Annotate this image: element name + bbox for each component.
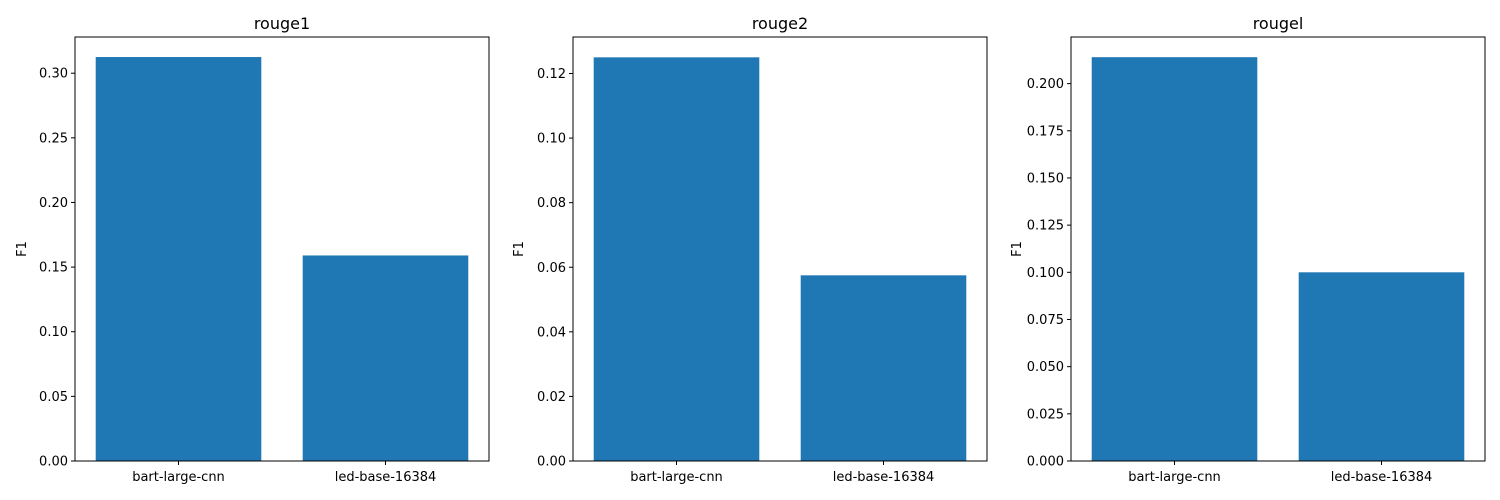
x-tick-label: led-base-16384 (1331, 470, 1433, 485)
y-tick-label: 0.02 (537, 390, 566, 405)
bar-bart-large-cnn (1091, 57, 1258, 461)
y-tick-label: 0.200 (1027, 77, 1064, 92)
y-tick-label: 0.100 (1027, 266, 1064, 281)
chart-title: rouge2 (752, 14, 808, 33)
chart-title: rougel (1253, 14, 1304, 33)
bar-bart-large-cnn (95, 57, 262, 461)
y-tick-label: 0.08 (537, 196, 566, 211)
bar-led-base-16384 (302, 255, 469, 461)
y-tick-label: 0.10 (537, 132, 566, 147)
y-tick-label: 0.05 (39, 390, 68, 405)
axes-frame (572, 36, 988, 462)
bar-bart-large-cnn (593, 57, 760, 462)
y-tick-label: 0.06 (537, 261, 566, 276)
y-tick-label: 0.15 (39, 261, 68, 276)
y-tick-label: 0.050 (1027, 360, 1064, 375)
x-tick-label: bart-large-cnn (630, 470, 723, 485)
y-tick-label: 0.025 (1027, 407, 1064, 422)
chart-panel-rougel: 0.000 0.025 0.050 0.075 0.100 0.125 0.150 0.175… (1010, 14, 1486, 485)
chart-panel-rouge2: 0.00 0.02 0.04 0.06 0.08 0.10 0.12 bart-large-c… (512, 14, 988, 485)
y-tick-label: 0.175 (1027, 124, 1064, 139)
y-tick-label: 0.30 (39, 67, 68, 82)
y-tick-label: 0.00 (39, 455, 68, 470)
y-tick-label: 0.125 (1027, 219, 1064, 234)
bar-led-base-16384 (800, 275, 967, 461)
x-tick-label: led-base-16384 (833, 470, 935, 485)
chart-title: rouge1 (254, 14, 310, 33)
y-tick-label: 0.000 (1027, 455, 1064, 470)
y-tick-label: 0.00 (537, 455, 566, 470)
x-tick-label: bart-large-cnn (1128, 470, 1221, 485)
y-axis-label: F1 (512, 241, 527, 257)
x-tick-label: bart-large-cnn (132, 470, 225, 485)
chart-panel-rouge1: 0.00 0.05 0.10 0.15 0.20 0.25 0.30 bart-large-c… (15, 14, 490, 485)
y-tick-label: 0.12 (537, 67, 566, 82)
y-tick-label: 0.150 (1027, 171, 1064, 186)
y-tick-label: 0.20 (39, 196, 68, 211)
y-tick-label: 0.25 (39, 131, 68, 146)
axes-frame (1070, 36, 1486, 462)
y-axis-label: F1 (15, 241, 30, 257)
y-axis-label: F1 (1010, 241, 1025, 257)
y-tick-label: 0.10 (39, 325, 68, 340)
x-tick-label: led-base-16384 (335, 470, 437, 485)
bar-led-base-16384 (1298, 272, 1465, 461)
y-tick-label: 0.04 (537, 325, 566, 340)
axes-frame (74, 36, 490, 462)
y-tick-label: 0.075 (1027, 313, 1064, 328)
